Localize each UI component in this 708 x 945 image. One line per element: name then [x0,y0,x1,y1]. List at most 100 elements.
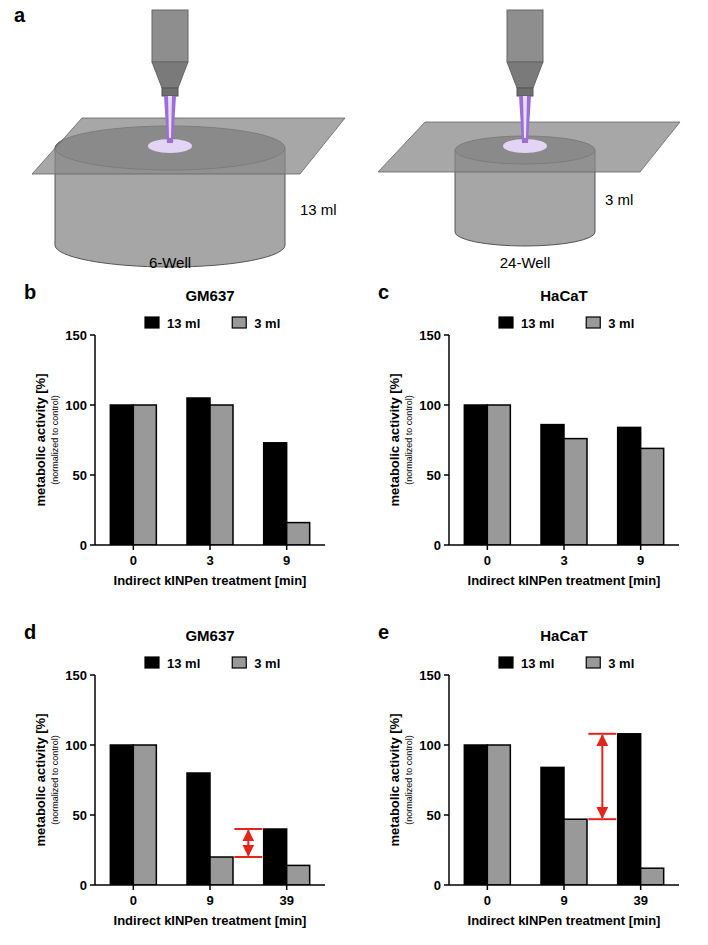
y-tick [90,744,95,746]
panel-letter: c [378,281,389,303]
legend-label: 13 ml [167,656,200,671]
y-axis-title: metabolic activity [%] [33,714,48,847]
pen-tip [152,62,188,88]
bars [464,734,663,885]
legend-label: 13 ml [521,656,554,671]
x-tick-label: 0 [130,893,137,908]
bar [133,405,156,545]
legend-swatch [499,317,513,328]
bar [618,734,641,885]
pen-body [507,10,543,62]
y-tick-label: 150 [419,328,441,343]
volume-label: 3 ml [605,191,633,208]
chart-title: GM637 [185,287,234,304]
x-tick [209,885,211,890]
bar [464,405,487,545]
plane [378,122,680,172]
y-tick-label: 0 [80,538,87,553]
x-tick-label: 39 [633,893,647,908]
y-tick-label: 150 [65,328,87,343]
y-axis [448,335,450,545]
x-tick-label: 0 [130,553,137,568]
x-tick [563,885,565,890]
chart: cHaCaT050100150039Indirect kINPen treatm… [378,281,679,588]
legend-swatch [586,657,600,668]
x-tick-label: 0 [484,553,491,568]
y-tick [90,544,95,546]
y-axis-subtitle: (normalized to control) [50,395,60,485]
bar [187,773,210,885]
chart-title: HaCaT [540,287,588,304]
bar [541,425,564,545]
y-tick [90,334,95,336]
chart: dGM6370501001500939Indirect kINPen treat… [24,621,325,928]
chart: bGM637050100150039Indirect kINPen treatm… [24,281,325,588]
bars [110,398,309,545]
legend-label: 3 ml [608,656,634,671]
well-label: 24-Well [500,254,551,271]
arrow-cap [588,733,616,735]
legend: 13 ml 3 ml [499,656,634,671]
legend-swatch [145,657,159,668]
y-tick [444,744,449,746]
y-axis [448,675,450,885]
y-axis [94,675,96,885]
pen-tip [507,62,543,88]
plasma-core [168,96,172,138]
y-tick [444,544,449,546]
bar [618,427,641,545]
y-tick [444,674,449,676]
x-tick-label: 9 [637,553,644,568]
y-tick-label: 100 [65,398,87,413]
x-tick [563,545,565,550]
y-axis-subtitle: (normalized to control) [404,735,414,825]
x-tick [133,885,135,890]
bar [133,745,156,885]
x-tick [286,885,288,890]
y-tick-label: 150 [419,668,441,683]
legend: 13 ml 3 ml [145,656,280,671]
y-tick-label: 50 [427,468,441,483]
y-tick-label: 100 [419,738,441,753]
legend-label: 3 ml [254,316,280,331]
x-tick-label: 3 [206,553,213,568]
x-tick-label: 0 [484,893,491,908]
y-tick [90,474,95,476]
y-tick-label: 50 [73,808,87,823]
arrow-cap [234,856,262,858]
bar [464,745,487,885]
pen-nozzle [517,88,533,96]
panel-letter: d [24,621,36,643]
legend-swatch [499,657,513,668]
legend: 13 ml3 ml [145,316,280,331]
bar [210,405,233,545]
y-tick [444,884,449,886]
bar [487,405,510,545]
bar [110,745,133,885]
y-axis-title: metabolic activity [%] [387,374,402,507]
bars [464,405,663,545]
x-axis-title: Indirect kINPen treatment [min] [468,573,661,588]
plasma-jet [519,96,531,143]
plane [32,118,345,174]
y-axis-subtitle: (normalized to control) [50,735,60,825]
bar [641,448,664,545]
bar [287,523,310,545]
bar [264,829,287,885]
panel-letter: b [24,281,36,303]
figure: a13 ml6-Well3 ml24-WellbGM63705010015003… [0,0,708,945]
legend-swatch [145,317,159,328]
y-axis [94,335,96,545]
arrow-cap [588,818,616,820]
chart-title: HaCaT [540,627,588,644]
x-tick [209,545,211,550]
x-tick [487,545,489,550]
y-tick [90,404,95,406]
bar [187,398,210,545]
bar [287,865,310,885]
legend-label: 3 ml [254,656,280,671]
x-tick-label: 9 [283,553,290,568]
well-label: 6-Well [149,254,191,271]
pen-body [152,10,188,62]
pen-nozzle [162,88,178,96]
